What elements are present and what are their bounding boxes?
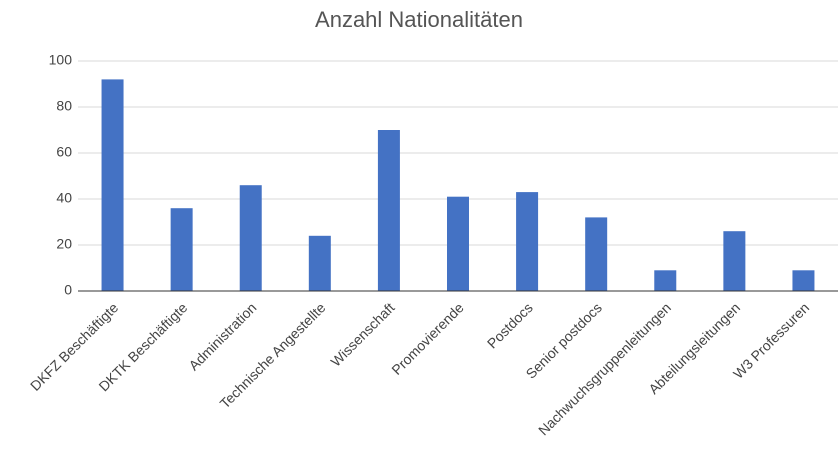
bar	[723, 231, 746, 291]
y-tick-label: 20	[56, 236, 72, 252]
bar	[170, 208, 193, 291]
x-tick-label: Promovierende	[388, 299, 467, 378]
bar	[792, 270, 815, 291]
x-tick-label: Nachwuchsgruppenleitungen	[535, 299, 674, 438]
bar	[239, 185, 262, 291]
bar	[516, 192, 539, 291]
bar	[101, 79, 124, 292]
x-tick-label: W3 Professuren	[730, 299, 812, 381]
bar	[377, 130, 400, 291]
x-tick-label: Administration	[185, 299, 259, 373]
bar	[585, 217, 608, 291]
bar	[447, 196, 469, 291]
y-tick-label: 60	[56, 144, 72, 160]
x-tick-label: Wissenschaft	[327, 299, 397, 369]
bar	[308, 235, 331, 291]
y-tick-label: 40	[56, 190, 72, 206]
y-tick-label: 0	[64, 282, 72, 298]
y-tick-label: 100	[49, 52, 73, 68]
bar	[654, 270, 677, 291]
y-tick-label: 80	[56, 98, 72, 114]
x-tick-label: Postdocs	[484, 299, 536, 351]
chart-title: Anzahl Nationalitäten	[315, 7, 523, 32]
